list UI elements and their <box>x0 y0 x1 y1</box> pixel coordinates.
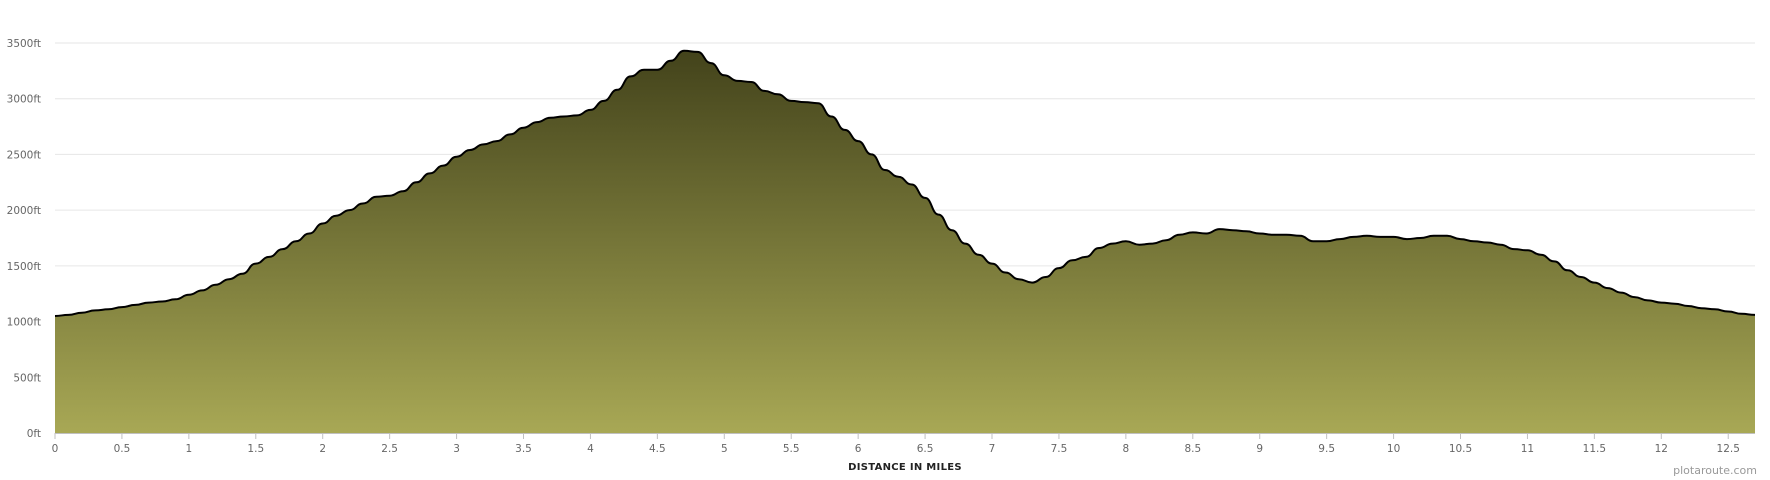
x-tick-label: 2 <box>319 443 326 455</box>
credit-text[interactable]: plotaroute.com <box>1673 464 1757 477</box>
x-tick-label: 9 <box>1256 443 1263 455</box>
area-layer <box>54 49 1756 434</box>
x-tick-label: 2.5 <box>381 443 398 455</box>
y-tick-label: 2500ft <box>7 149 41 161</box>
x-tick-label: 0.5 <box>114 443 131 455</box>
x-tick-label: 11 <box>1521 443 1534 455</box>
x-tick-label: 12.5 <box>1717 443 1740 455</box>
x-axis-title: DISTANCE IN MILES <box>848 462 962 473</box>
elevation-area <box>55 50 1755 434</box>
y-tick-label: 0ft <box>27 428 41 440</box>
x-tick-label: 10 <box>1387 443 1400 455</box>
x-tick-label: 3 <box>453 443 460 455</box>
y-tick-label: 2000ft <box>7 205 41 217</box>
x-tick-label: 12 <box>1655 443 1668 455</box>
y-axis: 0ft 500ft 1000ft 1500ft 2000ft 2500ft 3000ft 35… <box>7 38 41 440</box>
x-tick-label: 7 <box>989 443 996 455</box>
x-axis: 0 0.5 1 1.5 2 2.5 3 3.5 4 4.5 5 5.5 6 6.5 7 7.5 8 8.5 9 9.5… <box>52 433 1755 455</box>
x-tick-label: 4.5 <box>649 443 666 455</box>
x-tick-label: 5 <box>721 443 728 455</box>
x-tick-label: 11.5 <box>1583 443 1606 455</box>
y-tick-label: 1000ft <box>7 317 41 329</box>
x-tick-label: 0 <box>52 443 59 455</box>
x-tick-label: 7.5 <box>1051 443 1068 455</box>
y-tick-label: 500ft <box>13 372 41 384</box>
elevation-line <box>54 49 1756 317</box>
x-tick-label: 3.5 <box>515 443 532 455</box>
x-tick-label: 1 <box>186 443 193 455</box>
y-tick-label: 1500ft <box>7 261 41 273</box>
x-tick-label: 8 <box>1123 443 1130 455</box>
y-tick-label: 3500ft <box>7 38 41 50</box>
y-tick-label: 3000ft <box>7 94 41 106</box>
x-tick-label: 4 <box>587 443 594 455</box>
x-tick-label: 6 <box>855 443 862 455</box>
x-tick-label: 6.5 <box>917 443 934 455</box>
x-tick-label: 9.5 <box>1318 443 1335 455</box>
x-tick-label: 10.5 <box>1449 443 1472 455</box>
x-tick-label: 1.5 <box>247 443 264 455</box>
x-tick-label: 5.5 <box>783 443 800 455</box>
x-tick-label: 8.5 <box>1184 443 1201 455</box>
